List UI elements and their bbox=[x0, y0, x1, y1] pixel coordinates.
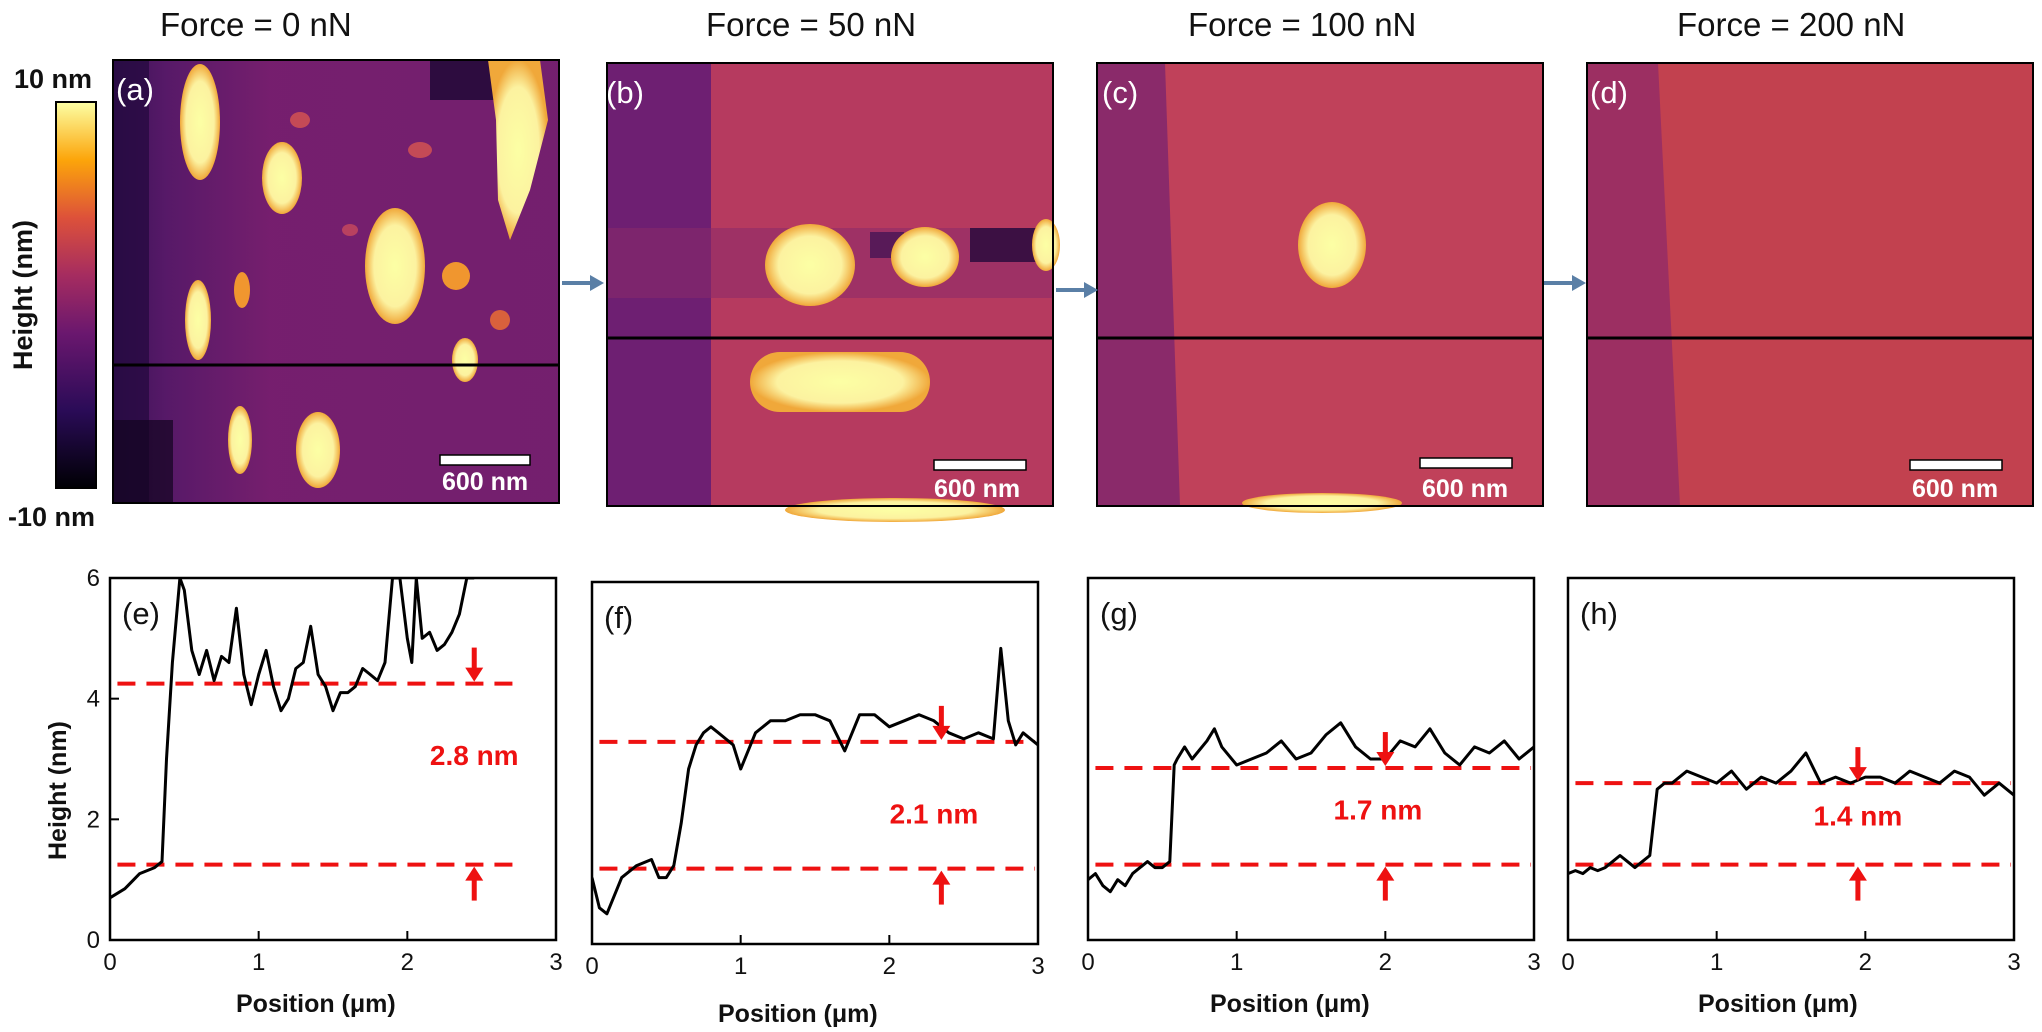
x-tick-label: 1 bbox=[252, 949, 265, 976]
arrow-head bbox=[1376, 752, 1395, 767]
arrow-up-icon bbox=[465, 866, 484, 901]
chart-f: 2.1 nm 0 1 2 3 (f) bbox=[585, 580, 1045, 980]
x-tick-label: 0 bbox=[1561, 949, 1574, 976]
chart-e: 2.8 nm 0 1 2 3 0 2 4 6 (e) bbox=[87, 565, 563, 976]
colorbar-gradient bbox=[55, 101, 97, 489]
chart-frame bbox=[108, 576, 558, 942]
chart-frame bbox=[1086, 576, 1536, 942]
panel-arrows bbox=[562, 275, 1586, 298]
arrow-head bbox=[932, 725, 951, 740]
arrow-head bbox=[932, 870, 951, 885]
x-tick-label: 1 bbox=[1710, 949, 1723, 976]
arrow-head bbox=[1848, 866, 1867, 881]
x-tick-label: 0 bbox=[103, 949, 116, 976]
colorbar-max-label: 10 nm bbox=[14, 64, 92, 94]
panel-b-title: Force = 50 nN bbox=[706, 6, 916, 43]
arrow-head bbox=[1376, 866, 1395, 881]
panel-f-label: (f) bbox=[604, 600, 633, 635]
arrow-right-icon bbox=[1056, 282, 1098, 298]
panel-h-label: (h) bbox=[1580, 596, 1618, 631]
panel-a-title: Force = 0 nN bbox=[160, 6, 352, 43]
height-profile-line bbox=[1088, 721, 1534, 894]
difference-label: 1.4 nm bbox=[1814, 800, 1903, 831]
x-tick-label: 3 bbox=[1031, 953, 1044, 980]
x-axis-title-f: Position (μm) bbox=[718, 1000, 878, 1028]
panel-c-label: (c) bbox=[1102, 75, 1138, 110]
x-axis-title-h: Position (μm) bbox=[1698, 990, 1858, 1018]
arrow-down-icon bbox=[465, 647, 484, 682]
x-tick-label: 3 bbox=[2007, 949, 2020, 976]
scale-bar-c-label: 600 nm bbox=[1422, 475, 1508, 503]
panel-a-label: (a) bbox=[116, 72, 154, 107]
arrow-down-icon bbox=[1848, 747, 1867, 782]
y-tick-label: 2 bbox=[87, 806, 100, 833]
afm-image-a: 600 nm (a) bbox=[112, 59, 560, 504]
height-profile-line bbox=[110, 578, 475, 900]
x-tick-label: 3 bbox=[1527, 949, 1540, 976]
arrow-up-icon bbox=[1848, 866, 1867, 901]
x-tick-label: 1 bbox=[734, 953, 747, 980]
difference-label: 2.8 nm bbox=[430, 740, 519, 771]
arrow-right-icon bbox=[562, 275, 604, 291]
height-profile-line bbox=[1568, 751, 2014, 876]
colorbar: 10 nm -10 nm Height (nm) bbox=[8, 64, 97, 532]
arrow-down-icon bbox=[932, 705, 951, 740]
panel-c-title: Force = 100 nN bbox=[1188, 6, 1416, 43]
panel-d-label: (d) bbox=[1590, 75, 1628, 110]
afm-image-c: 600 nm (c) bbox=[1096, 62, 1544, 513]
panel-g-label: (g) bbox=[1100, 596, 1138, 631]
difference-label: 1.7 nm bbox=[1334, 794, 1423, 825]
afm-image-b: 600 nm (b) bbox=[606, 62, 1060, 522]
arrow-head bbox=[1848, 767, 1867, 782]
panel-e-label: (e) bbox=[122, 596, 160, 631]
y-tick-label: 0 bbox=[87, 927, 100, 954]
chart-frame bbox=[590, 580, 1040, 946]
arrow-right-icon bbox=[1544, 275, 1586, 291]
x-tick-label: 2 bbox=[883, 953, 896, 980]
arrow-up-icon bbox=[1376, 866, 1395, 901]
y-axis-title: Height (nm) bbox=[44, 721, 72, 860]
chart-g: 1.7 nm 0 1 2 3 (g) bbox=[1081, 576, 1541, 976]
chart-h: 1.4 nm 0 1 2 3 (h) bbox=[1561, 576, 2021, 976]
x-tick-label: 2 bbox=[401, 949, 414, 976]
x-tick-label: 0 bbox=[585, 953, 598, 980]
scale-bar-b-label: 600 nm bbox=[934, 475, 1020, 503]
afm-image-d: 600 nm (d) bbox=[1586, 62, 2034, 507]
colorbar-title: Height (nm) bbox=[8, 220, 38, 370]
arrow-up-icon bbox=[932, 870, 951, 905]
scale-bar-a-label: 600 nm bbox=[442, 468, 528, 496]
y-tick-label: 4 bbox=[87, 686, 100, 713]
arrow-down-icon bbox=[1376, 732, 1395, 767]
chart-frame bbox=[1566, 576, 2016, 942]
x-tick-label: 2 bbox=[1379, 949, 1392, 976]
x-axis-title-g: Position (μm) bbox=[1210, 990, 1370, 1018]
panel-d-title: Force = 200 nN bbox=[1677, 6, 1905, 43]
panel-b-label: (b) bbox=[606, 75, 644, 110]
height-profile-line bbox=[592, 646, 1038, 916]
x-tick-label: 2 bbox=[1859, 949, 1872, 976]
difference-label: 2.1 nm bbox=[890, 798, 979, 829]
x-tick-label: 0 bbox=[1081, 949, 1094, 976]
scale-bar-d-label: 600 nm bbox=[1912, 475, 1998, 503]
arrow-head bbox=[465, 667, 484, 682]
x-axis-title-e: Position (μm) bbox=[236, 990, 396, 1018]
arrow-head bbox=[465, 866, 484, 881]
y-tick-label: 6 bbox=[87, 565, 100, 592]
x-tick-label: 3 bbox=[549, 949, 562, 976]
colorbar-min-label: -10 nm bbox=[8, 502, 95, 532]
x-tick-label: 1 bbox=[1230, 949, 1243, 976]
